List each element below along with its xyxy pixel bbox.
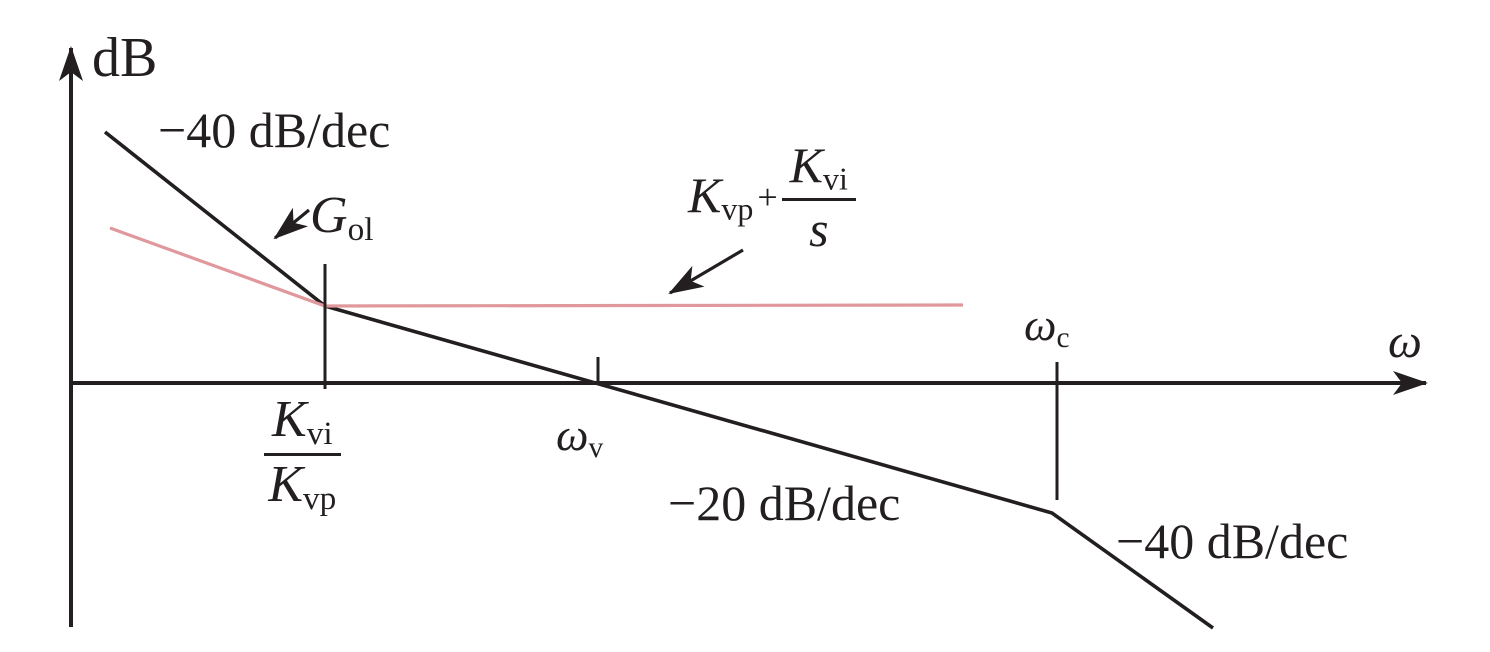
pi-kvp-term: Kvp [688, 170, 753, 225]
slope-label-mid: −20 dB/dec [668, 475, 901, 531]
open-loop-gain-curve [103, 130, 1215, 630]
omega-c-label: ωc [1024, 302, 1070, 354]
y-axis-label: dB [92, 27, 158, 89]
omega-v-label: ωv [556, 412, 603, 464]
pi-kvp-subscript: vp [721, 190, 754, 227]
omega-v-symbol: ω [556, 409, 589, 460]
corner-fraction: Kvi Kvp [264, 394, 341, 516]
corner-frequency-label: Kvi Kvp [264, 394, 341, 516]
pi-pointer-arrow [668, 248, 744, 295]
corner-kvp-subscript: vp [303, 480, 337, 518]
gol-subscript: ol [347, 210, 374, 248]
pi-fraction-numerator: Kvi [781, 137, 856, 201]
pi-formula-label: Kvp + Kvi s [688, 140, 856, 254]
corner-kvi-subscript: vi [306, 414, 333, 452]
slope-label-top: −40 dB/dec [158, 102, 391, 158]
x-axis-label: ω [1388, 315, 1422, 368]
gol-label: Gol [310, 187, 374, 248]
corner-kvp-symbol: K [268, 456, 303, 514]
gol-symbol: G [310, 187, 348, 244]
omega-v-subscript: v [588, 432, 604, 465]
slope-label-bottom: −40 dB/dec [1116, 513, 1349, 569]
pi-fraction-denominator: s [809, 200, 829, 257]
pi-fraction: Kvi s [781, 137, 856, 257]
corner-fraction-numerator: Kvi [264, 391, 341, 457]
gol-pointer-arrow [273, 207, 311, 240]
omega-c-subscript: c [1056, 322, 1070, 355]
corner-kvi-symbol: K [272, 391, 307, 448]
omega-c-symbol: ω [1024, 299, 1057, 350]
pi-kvi-subscript: vi [823, 160, 848, 197]
plus-sign: + [757, 176, 778, 217]
pi-kvp-symbol: K [688, 166, 722, 223]
pi-kvi-symbol: K [789, 137, 824, 193]
corner-fraction-denominator: Kvp [268, 456, 337, 518]
